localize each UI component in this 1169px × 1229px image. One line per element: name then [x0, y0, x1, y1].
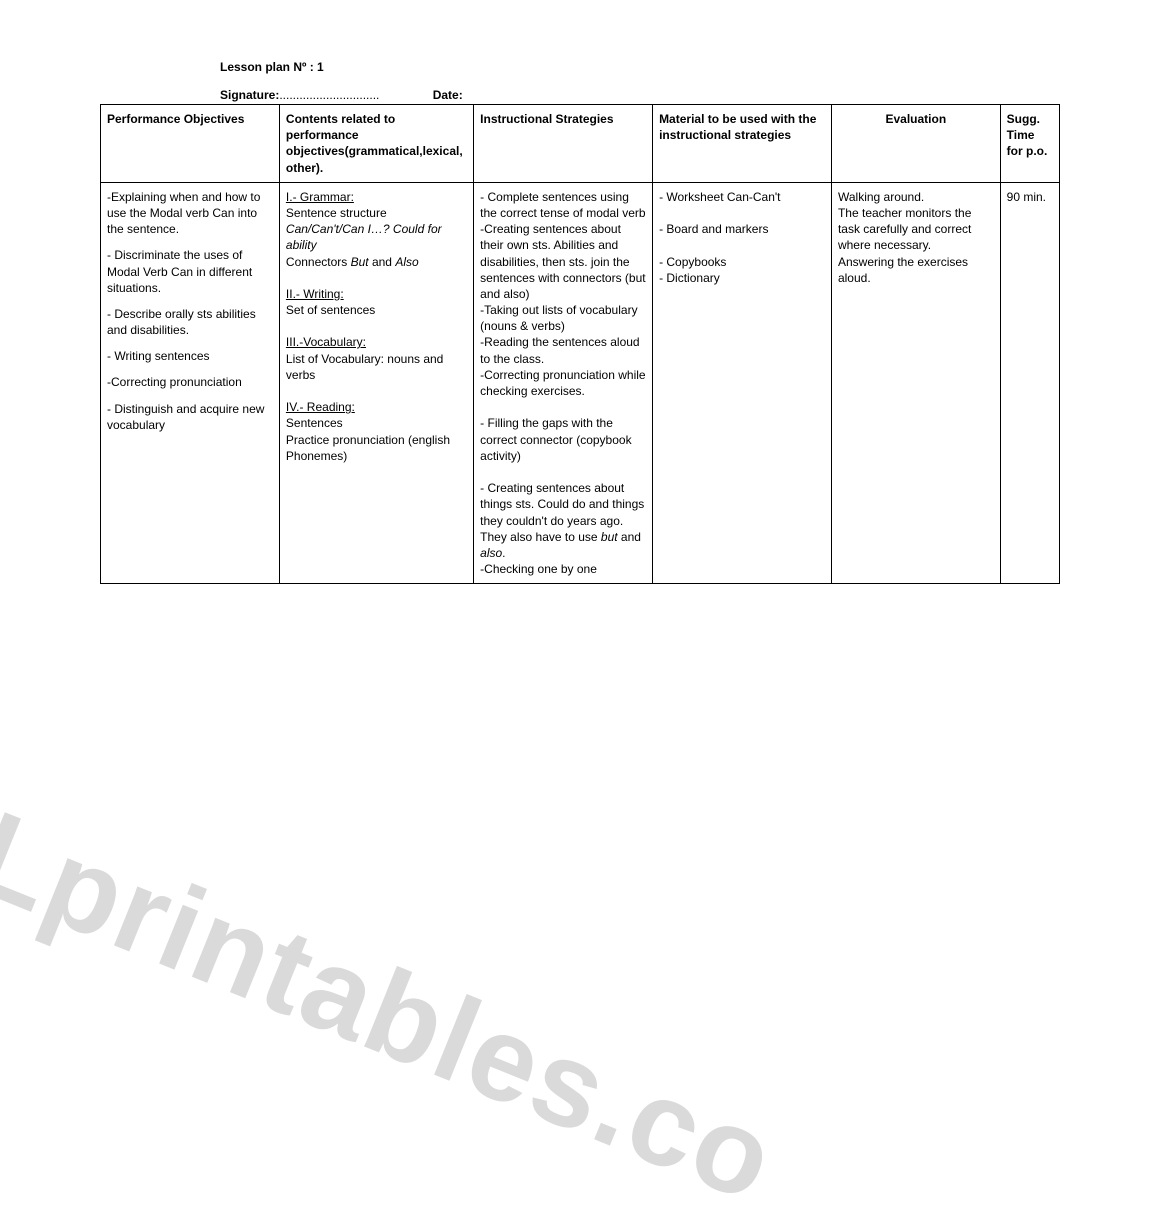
grammar-line2: Can/Can't/Can I…? Could for ability	[286, 222, 442, 252]
objective-item: - Distinguish and acquire new vocabulary	[107, 401, 273, 433]
writing-body: Set of sentences	[286, 303, 375, 317]
connectors-text: Connectors	[286, 255, 351, 269]
evaluation-item: Answering the exercises aloud.	[838, 254, 994, 286]
signature-label: Signature:	[220, 88, 279, 102]
cell-objectives: -Explaining when and how to use the Moda…	[101, 182, 280, 584]
objective-item: - Writing sentences	[107, 348, 273, 364]
connector-also: Also	[395, 255, 418, 269]
signature-dots: ..............................	[279, 88, 379, 102]
header-strategies: Instructional Strategies	[474, 105, 653, 183]
cell-contents: I.- Grammar: Sentence structure Can/Can'…	[279, 182, 473, 584]
reading-body1: Sentences	[286, 416, 343, 430]
cell-materials: - Worksheet Can-Can't - Board and markers…	[653, 182, 832, 584]
objective-item: -Explaining when and how to use the Moda…	[107, 189, 273, 238]
header-contents: Contents related to performance objectiv…	[279, 105, 473, 183]
strategy-item: - Complete sentences using the correct t…	[480, 189, 646, 221]
objective-item: -Correcting pronunciation	[107, 374, 273, 390]
evaluation-item: Walking around.	[838, 189, 994, 205]
grammar-heading: I.- Grammar:	[286, 190, 354, 204]
reading-body2: Practice pronunciation (english Phonemes…	[286, 433, 450, 463]
strategy-item: -Taking out lists of vocabulary (nouns &…	[480, 302, 646, 334]
evaluation-item: The teacher monitors the task carefully …	[838, 205, 994, 254]
objective-item: - Discriminate the uses of Modal Verb Ca…	[107, 247, 273, 296]
strategy-item: -Checking one by one	[480, 561, 646, 577]
writing-heading: II.- Writing:	[286, 287, 344, 301]
connectors-and: and	[369, 255, 396, 269]
vocab-body: List of Vocabulary: nouns and verbs	[286, 352, 443, 382]
strategy-item: - Filling the gaps with the correct conn…	[480, 415, 646, 464]
strategy-item: -Creating sentences about their own sts.…	[480, 221, 646, 302]
grammar-line1: Sentence structure	[286, 206, 387, 220]
strategy-item: - Creating sentences about things sts. C…	[480, 480, 646, 561]
material-item: - Board and markers	[659, 221, 825, 237]
cell-strategies: - Complete sentences using the correct t…	[474, 182, 653, 584]
material-item: - Worksheet Can-Can't	[659, 189, 825, 205]
document-page: Lesson plan Nº : 1 Signature:...........…	[100, 60, 1060, 584]
reading-heading: IV.- Reading:	[286, 400, 355, 414]
vocab-heading: III.-Vocabulary:	[286, 335, 366, 349]
strategy-item: -Correcting pronunciation while checking…	[480, 367, 646, 399]
connector-but: But	[351, 255, 369, 269]
date-label: Date:	[433, 88, 463, 102]
signature-line: Signature:..............................…	[220, 88, 1060, 102]
table-row: -Explaining when and how to use the Moda…	[101, 182, 1060, 584]
cell-time: 90 min.	[1000, 182, 1059, 584]
material-item: - Dictionary	[659, 270, 825, 286]
header-evaluation: Evaluation	[831, 105, 1000, 183]
objective-item: - Describe orally sts abilities and disa…	[107, 306, 273, 338]
cell-evaluation: Walking around.The teacher monitors the …	[831, 182, 1000, 584]
strategy-item: -Reading the sentences aloud to the clas…	[480, 334, 646, 366]
header-time: Sugg. Time for p.o.	[1000, 105, 1059, 183]
lesson-plan-table: Performance Objectives Contents related …	[100, 104, 1060, 584]
header-objectives: Performance Objectives	[101, 105, 280, 183]
table-header-row: Performance Objectives Contents related …	[101, 105, 1060, 183]
material-item: - Copybooks	[659, 254, 825, 270]
header-materials: Material to be used with the instruction…	[653, 105, 832, 183]
watermark-text: SLprintables.co	[0, 753, 794, 1229]
lesson-plan-title: Lesson plan Nº : 1	[220, 60, 1060, 74]
